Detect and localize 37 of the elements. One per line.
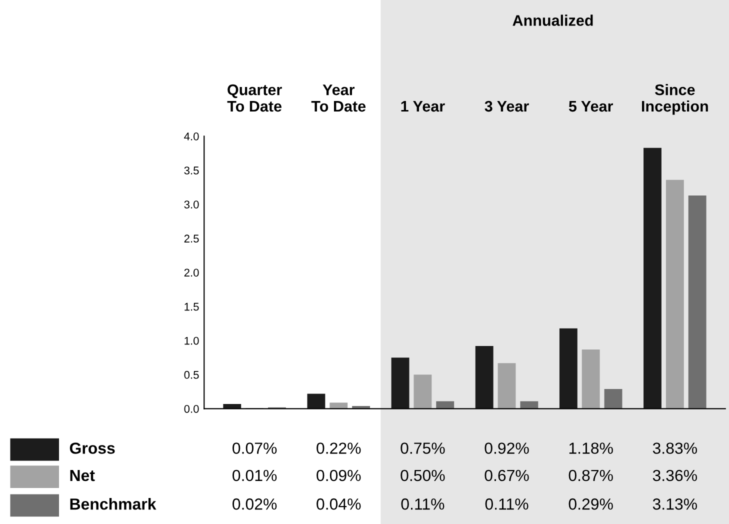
x-tick-label: Year To Date <box>311 84 366 112</box>
band-label: Annualized <box>512 14 593 26</box>
y-tick-label: 2.0 <box>184 268 199 277</box>
y-tick-label: 3.5 <box>184 166 199 174</box>
y-tick-label: 2.5 <box>184 234 199 243</box>
x-tick-label: Quarter To Date <box>227 84 282 112</box>
data-label: 0.87% <box>568 470 613 482</box>
y-tick-label: 0.5 <box>184 370 199 379</box>
data-label: 3.83% <box>652 442 697 454</box>
data-label: 0.92% <box>484 442 529 454</box>
data-label: 0.29% <box>568 498 613 510</box>
data-label: 0.04% <box>316 498 361 510</box>
data-label: 0.67% <box>484 470 529 482</box>
data-label: 0.22% <box>316 442 361 454</box>
data-label: 0.75% <box>400 442 445 454</box>
x-tick-label: 5 Year <box>568 101 613 112</box>
data-label: 0.07% <box>232 442 277 454</box>
data-label: 0.01% <box>232 470 277 482</box>
y-tick-label: 0.0 <box>184 404 199 413</box>
data-label: 0.02% <box>232 498 277 510</box>
x-tick-label: Since Inception <box>642 84 708 115</box>
x-tick-label: 3 Year <box>484 100 529 112</box>
data-label: 1.18% <box>569 442 613 454</box>
x-tick-label: 1 Year <box>401 101 445 112</box>
y-tick-label: 3.0 <box>184 200 199 208</box>
data-label: 0.09% <box>316 470 361 482</box>
data-label: 3.13% <box>652 498 697 510</box>
legend-label: Net <box>70 470 95 482</box>
y-tick-label: 4.0 <box>184 132 199 140</box>
data-label: 3.36% <box>652 470 697 482</box>
y-tick-label: 1.5 <box>184 302 199 311</box>
legend-label: Benchmark <box>70 498 156 510</box>
data-label: 0.50% <box>400 470 445 482</box>
data-label: 0.11% <box>485 498 528 510</box>
data-label: 0.11% <box>401 498 444 510</box>
y-tick-label: 1.0 <box>184 336 199 345</box>
legend-label: Gross <box>70 442 115 454</box>
